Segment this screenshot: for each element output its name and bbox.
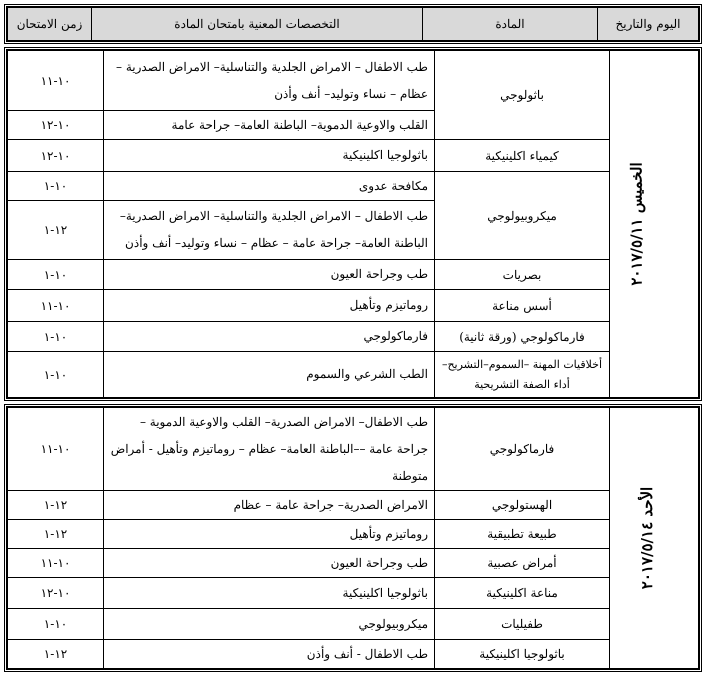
day-date-cell: الخميس ٢٠١٧/٥/١١ xyxy=(609,50,699,398)
table-row: طفيليات ميكروبيولوجي ١٠-١ xyxy=(7,608,699,640)
subject-cell: طبيعة تطبيقية xyxy=(434,519,610,549)
table-row: الهستولوجي الامراض الصدرية– جراحة عامة – … xyxy=(7,490,699,520)
exam-time-cell: ١٢-١ xyxy=(7,200,104,260)
day-date-label: الأحد ٢٠١٧/٥/١٤ xyxy=(637,486,656,590)
exam-time-cell: ١٠-١ xyxy=(7,259,104,290)
header-row: اليوم والتاريخ المادة التخصصات المعنية ب… xyxy=(7,7,699,41)
table-row: بصريات طب وجراحة العيون ١٠-١ xyxy=(7,259,699,290)
specialties-cell: فارماكولوجي xyxy=(103,321,435,352)
table-row: طبيعة تطبيقية روماتيزم وتأهيل ١٢-١ xyxy=(7,519,699,549)
specialties-cell: روماتيزم وتأهيل xyxy=(103,289,435,322)
specialties-cell: طب الاطفال– الامراض الصدرية– القلب والاو… xyxy=(103,407,435,491)
exam-time-cell: ١٠-١٢ xyxy=(7,139,104,172)
specialties-cell: ميكروبيولوجي xyxy=(103,608,435,640)
day-date-label: الخميس ٢٠١٧/٥/١١ xyxy=(627,162,646,286)
subject-cell: أمراض عصبية xyxy=(434,548,610,578)
specialties-cell: مكافحة عدوى xyxy=(103,171,435,201)
exam-time-cell: ١٠-١١ xyxy=(7,407,104,491)
exam-schedule: اليوم والتاريخ المادة التخصصات المعنية ب… xyxy=(4,4,702,675)
exam-time-cell: ١٢-١ xyxy=(7,639,104,669)
subject-cell: طفيليات xyxy=(434,608,610,640)
table-row: باثولوجيا اكلينيكية طب الاطفال - أنف وأذن… xyxy=(7,639,699,669)
day-section: الخميس ٢٠١٧/٥/١١ باثولوجي طب الاطفال – الا… xyxy=(4,47,702,401)
table-row: طب الاطفال – الامراض الجلدية والتناسلية–… xyxy=(7,200,699,260)
subject-cell: باثولوجي xyxy=(434,50,610,140)
table-row: ميكروبيولوجي مكافحة عدوى ١٠-١ xyxy=(7,171,699,260)
specialties-cell: روماتيزم وتأهيل xyxy=(103,519,435,549)
exam-time-cell: ١٢-١ xyxy=(7,490,104,520)
header-subject: المادة xyxy=(422,7,598,41)
specialties-cell: طب وجراحة العيون xyxy=(103,259,435,290)
day-section: الأحد ٢٠١٧/٥/١٤ فارماكولوجي طب الاطفال– ال… xyxy=(4,404,702,672)
subject-cell: مناعة اكلينيكية xyxy=(434,577,610,609)
table-row: كيمياء اكلينيكية باثولوجيا اكلينيكية ١٠-١٢ xyxy=(7,139,699,172)
specialties-cell: القلب والاوعية الدموية– الباطنة العامة– … xyxy=(103,110,435,140)
exam-time-cell: ١٠-١ xyxy=(7,351,104,398)
header-specialties: التخصصات المعنية بامتحان المادة xyxy=(91,7,423,41)
exam-time-cell: ١٠-١ xyxy=(7,321,104,352)
table-row: مناعة اكلينيكية باثولوجيا اكلينيكية ١٠-١٢ xyxy=(7,577,699,609)
exam-time-cell: ١٠-١٢ xyxy=(7,110,104,140)
subject-cell: باثولوجيا اكلينيكية xyxy=(434,639,610,669)
exam-time-cell: ١٢-١ xyxy=(7,519,104,549)
specialties-cell: طب الاطفال – الامراض الجلدية والتناسلية–… xyxy=(103,200,435,260)
header-time: زمن الامتحان xyxy=(7,7,92,41)
subject-cell: فارماكولوجي (ورقة ثانية) xyxy=(434,321,610,352)
day-date-cell: الأحد ٢٠١٧/٥/١٤ xyxy=(609,407,699,669)
subject-cell: كيمياء اكلينيكية xyxy=(434,139,610,172)
schedule-header-block: اليوم والتاريخ المادة التخصصات المعنية ب… xyxy=(4,4,702,44)
table-row: فارماكولوجي (ورقة ثانية) فارماكولوجي ١٠-١ xyxy=(7,321,699,352)
exam-time-cell: ١٠-١ xyxy=(7,608,104,640)
exam-time-cell: ١٠-١ xyxy=(7,171,104,201)
subject-cell: بصريات xyxy=(434,259,610,290)
subject-cell: الهستولوجي xyxy=(434,490,610,520)
specialties-cell: باثولوجيا اكلينيكية xyxy=(103,577,435,609)
header-day-date: اليوم والتاريخ xyxy=(597,7,699,41)
table-row: أخلاقيات المهنة –السموم–التشريح– أداء ال… xyxy=(7,351,699,398)
subject-cell: أخلاقيات المهنة –السموم–التشريح– أداء ال… xyxy=(434,351,610,398)
exam-time-cell: ١٠-١٢ xyxy=(7,577,104,609)
exam-time-cell: ١٠-١١ xyxy=(7,50,104,111)
table-row: القلب والاوعية الدموية– الباطنة العامة– … xyxy=(7,110,699,140)
specialties-cell: طب الاطفال - أنف وأذن xyxy=(103,639,435,669)
subject-cell: أسس مناعة xyxy=(434,289,610,322)
exam-time-cell: ١٠-١١ xyxy=(7,289,104,322)
table-row: أسس مناعة روماتيزم وتأهيل ١٠-١١ xyxy=(7,289,699,322)
specialties-cell: الامراض الصدرية– جراحة عامة – عظام xyxy=(103,490,435,520)
exam-time-cell: ١٠-١١ xyxy=(7,548,104,578)
table-row: أمراض عصبية طب وجراحة العيون ١٠-١١ xyxy=(7,548,699,578)
table-row: الخميس ٢٠١٧/٥/١١ باثولوجي طب الاطفال – الا… xyxy=(7,50,699,398)
specialties-cell: طب الاطفال – الامراض الجلدية والتناسلية–… xyxy=(103,50,435,111)
specialties-cell: الطب الشرعي والسموم xyxy=(103,351,435,398)
specialties-cell: باثولوجيا اكلينيكية xyxy=(103,139,435,172)
subject-cell: فارماكولوجي xyxy=(434,407,610,491)
table-row: الأحد ٢٠١٧/٥/١٤ فارماكولوجي طب الاطفال– ال… xyxy=(7,407,699,669)
specialties-cell: طب وجراحة العيون xyxy=(103,548,435,578)
